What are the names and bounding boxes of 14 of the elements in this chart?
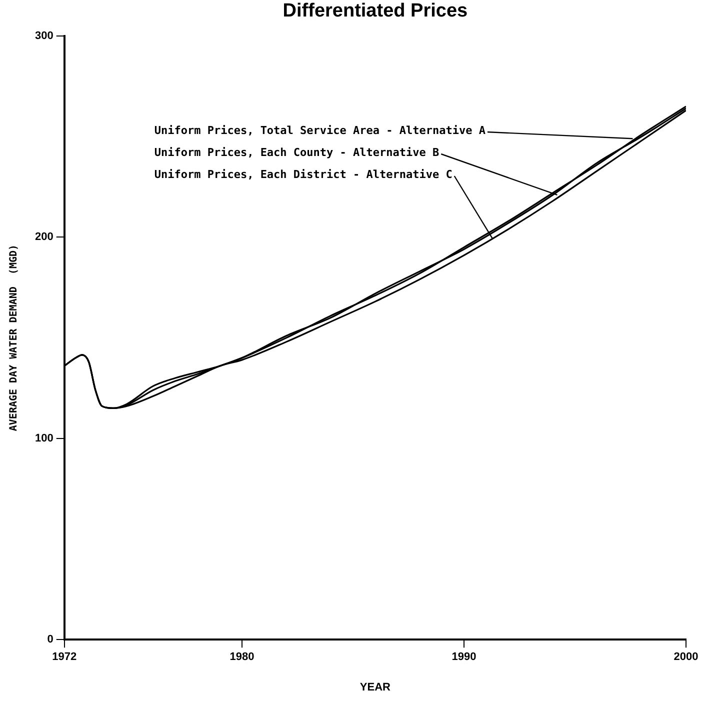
y-tick-label: 100 <box>34 432 54 444</box>
annotation: Uniform Prices, Total Service Area - Alternative A <box>154 124 486 137</box>
y-tick-label: 200 <box>34 231 54 244</box>
annotation: Uniform Prices, Each District - Alternative C <box>154 168 452 181</box>
x-tick-label: 1990 <box>452 651 476 664</box>
y-axis-title: AVERAGE DAY WATER DEMAND (MGD) <box>8 244 20 432</box>
x-tick-label: 2000 <box>674 651 698 664</box>
annotation: Uniform Prices, Each County - Alternative B <box>154 146 440 159</box>
x-tick-label: 1972 <box>52 651 77 664</box>
y-tick-label: 300 <box>34 30 54 42</box>
y-tick-label: 0 <box>47 634 54 646</box>
chart-title: Differentiated Prices <box>282 0 468 22</box>
x-tick-label: 1980 <box>230 651 254 664</box>
x-axis-title: YEAR <box>360 681 391 694</box>
